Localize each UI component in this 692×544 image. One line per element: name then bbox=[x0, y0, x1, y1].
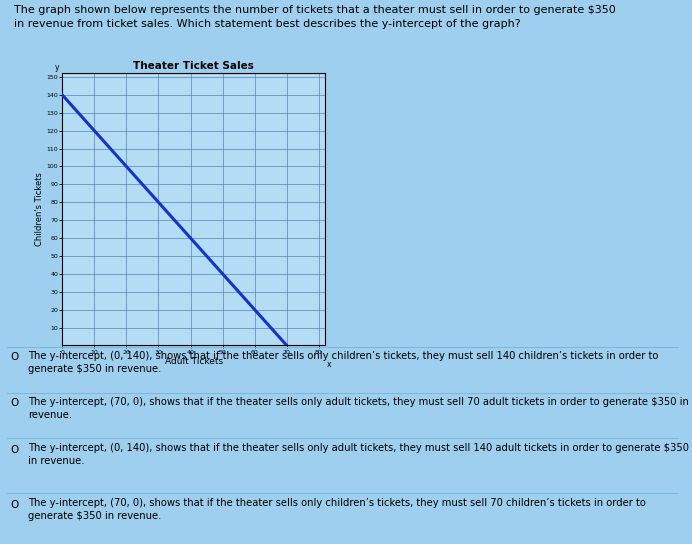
Text: The y-intercept, (0, 140), shows that if the theater sells only adult tickets, t: The y-intercept, (0, 140), shows that if… bbox=[28, 443, 689, 466]
Text: O: O bbox=[10, 445, 19, 455]
Title: Theater Ticket Sales: Theater Ticket Sales bbox=[134, 61, 254, 71]
Text: The y-intercept, (0, 140), shows that if the theater sells only children’s ticke: The y-intercept, (0, 140), shows that if… bbox=[28, 351, 659, 374]
Text: The y-intercept, (70, 0), shows that if the theater sells only adult tickets, th: The y-intercept, (70, 0), shows that if … bbox=[28, 397, 689, 420]
Text: O: O bbox=[10, 398, 19, 409]
Y-axis label: Children's Tickets: Children's Tickets bbox=[35, 172, 44, 246]
Text: x: x bbox=[327, 360, 331, 369]
Text: The y-intercept, (70, 0), shows that if the theater sells only children’s ticket: The y-intercept, (70, 0), shows that if … bbox=[28, 498, 646, 521]
Text: y: y bbox=[55, 63, 59, 72]
X-axis label: Adult Tickets: Adult Tickets bbox=[165, 357, 223, 367]
Text: The graph shown below represents the number of tickets that a theater must sell : The graph shown below represents the num… bbox=[14, 5, 616, 29]
Text: O: O bbox=[10, 352, 19, 362]
Text: O: O bbox=[10, 499, 19, 510]
